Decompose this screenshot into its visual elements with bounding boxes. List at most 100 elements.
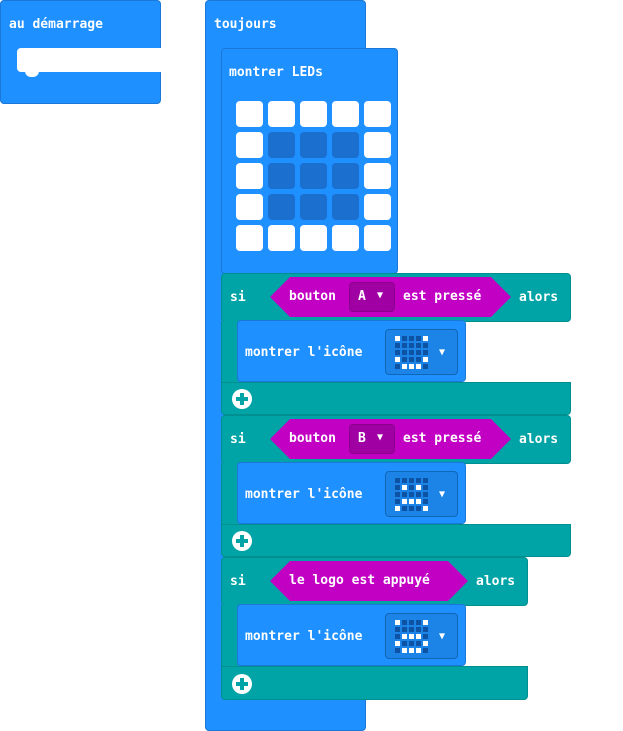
led-cell[interactable]	[300, 101, 327, 127]
icon-pixel	[409, 357, 414, 362]
led-matrix[interactable]	[236, 101, 391, 251]
plus-icon[interactable]	[232, 531, 252, 551]
led-cell[interactable]	[268, 101, 295, 127]
icon-pixel	[395, 343, 400, 348]
icon-pixel	[409, 627, 414, 632]
icon-pixel	[395, 620, 400, 625]
led-cell[interactable]	[332, 101, 359, 127]
led-cell[interactable]	[300, 163, 327, 189]
led-cell[interactable]	[268, 163, 295, 189]
led-cell[interactable]	[236, 194, 263, 220]
led-cell[interactable]	[236, 163, 263, 189]
led-cell[interactable]	[332, 132, 359, 158]
icon-pixel	[423, 492, 428, 497]
if-block-2-footer	[221, 524, 571, 557]
icon-pixel	[402, 336, 407, 341]
led-cell[interactable]	[268, 194, 295, 220]
icon-pixel	[395, 506, 400, 511]
icon-pixel	[423, 350, 428, 355]
on-start-label: au démarrage	[9, 17, 103, 32]
icon-pixel	[416, 648, 421, 653]
button-pressed-condition-a[interactable]: bouton A ▼ est pressé	[270, 277, 511, 317]
icon-pixel	[409, 350, 414, 355]
chevron-down-icon: ▼	[377, 432, 384, 443]
led-cell[interactable]	[300, 132, 327, 158]
icon-pixel	[416, 357, 421, 362]
icon-pixel	[416, 478, 421, 483]
on-start-block[interactable]: au démarrage	[0, 0, 161, 104]
surprised-icon	[395, 620, 428, 653]
icon-pixel	[395, 478, 400, 483]
icon-pixel	[402, 499, 407, 504]
icon-pixel	[395, 641, 400, 646]
icon-picker-3[interactable]: ▼	[385, 613, 458, 659]
icon-pixel	[395, 485, 400, 490]
icon-pixel	[402, 641, 407, 646]
icon-pixel	[395, 357, 400, 362]
led-cell[interactable]	[364, 101, 391, 127]
led-cell[interactable]	[268, 225, 295, 251]
icon-pixel	[423, 364, 428, 369]
led-cell[interactable]	[364, 194, 391, 220]
logo-touched-condition[interactable]: le logo est appuyé	[270, 561, 468, 601]
icon-pixel	[423, 620, 428, 625]
plus-icon[interactable]	[232, 389, 252, 409]
icon-pixel	[423, 336, 428, 341]
icon-pixel	[395, 648, 400, 653]
if-block-3-footer	[221, 666, 528, 700]
plus-icon[interactable]	[232, 674, 252, 694]
button-dropdown-value-a: A	[358, 289, 366, 304]
icon-pixel	[423, 634, 428, 639]
show-icon-label-3: montrer l'icône	[245, 629, 363, 644]
icon-pixel	[409, 343, 414, 348]
led-cell[interactable]	[364, 132, 391, 158]
icon-pixel	[402, 627, 407, 632]
icon-pixel	[402, 364, 407, 369]
show-leds-block[interactable]: montrer LEDs	[221, 48, 398, 274]
icon-pixel	[416, 343, 421, 348]
led-cell[interactable]	[332, 194, 359, 220]
led-cell[interactable]	[300, 194, 327, 220]
led-cell[interactable]	[268, 132, 295, 158]
icon-pixel	[395, 634, 400, 639]
show-icon-label-1: montrer l'icône	[245, 345, 363, 360]
icon-pixel	[423, 357, 428, 362]
icon-pixel	[402, 350, 407, 355]
icon-pixel	[402, 478, 407, 483]
led-cell[interactable]	[364, 163, 391, 189]
icon-pixel	[395, 627, 400, 632]
icon-pixel	[402, 357, 407, 362]
icon-pixel	[395, 492, 400, 497]
icon-pixel	[409, 478, 414, 483]
if-label-2: si	[230, 432, 246, 447]
icon-pixel	[395, 350, 400, 355]
on-start-empty-slot	[17, 48, 161, 72]
led-cell[interactable]	[236, 101, 263, 127]
button-dropdown-b[interactable]: B ▼	[349, 424, 395, 454]
icon-pixel	[416, 627, 421, 632]
led-cell[interactable]	[332, 225, 359, 251]
icon-pixel	[402, 648, 407, 653]
show-icon-block-1[interactable]: montrer l'icône ▼	[237, 320, 466, 382]
led-cell[interactable]	[236, 225, 263, 251]
show-icon-block-3[interactable]: montrer l'icône ▼	[237, 604, 466, 666]
if-label-1: si	[230, 290, 246, 305]
icon-pixel	[423, 499, 428, 504]
led-cell[interactable]	[364, 225, 391, 251]
button-pressed-condition-b[interactable]: bouton B ▼ est pressé	[270, 419, 511, 459]
icon-pixel	[402, 492, 407, 497]
forever-label: toujours	[214, 17, 277, 32]
led-cell[interactable]	[236, 132, 263, 158]
led-cell[interactable]	[300, 225, 327, 251]
icon-pixel	[409, 648, 414, 653]
if-label-3: si	[230, 574, 246, 589]
led-cell[interactable]	[332, 163, 359, 189]
chevron-down-icon: ▼	[439, 631, 446, 642]
icon-picker-1[interactable]: ▼	[385, 329, 458, 375]
then-label-1: alors	[519, 290, 559, 305]
icon-pixel	[409, 620, 414, 625]
icon-picker-2[interactable]: ▼	[385, 471, 458, 517]
show-icon-block-2[interactable]: montrer l'icône ▼	[237, 462, 466, 524]
button-dropdown-a[interactable]: A ▼	[349, 282, 395, 312]
icon-pixel	[423, 627, 428, 632]
